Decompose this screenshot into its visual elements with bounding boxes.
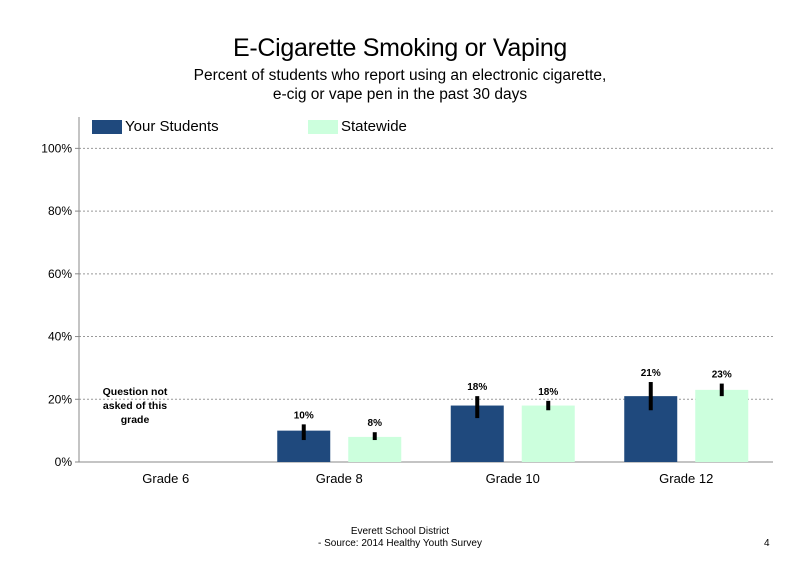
- question-not-asked-note: Question not asked of this grade: [102, 386, 168, 426]
- y-tick-label: 100%: [41, 141, 72, 155]
- legend-swatch-your-students: [92, 119, 122, 134]
- bar-statewide: [521, 405, 575, 462]
- legend-label-statewide: Statewide: [341, 118, 407, 135]
- x-tick-label: Grade 10: [486, 471, 540, 486]
- y-tick-label: 20%: [48, 392, 72, 406]
- x-tick-label: Grade 12: [659, 471, 713, 486]
- data-label: 23%: [712, 370, 732, 381]
- legend-swatch-statewide: [308, 119, 338, 134]
- chart-title: E-Cigarette Smoking or Vaping: [232, 34, 568, 62]
- page-number: 4: [764, 538, 770, 549]
- y-tick-label: 40%: [48, 330, 72, 344]
- footer: Everett School District - Source: 2014 H…: [0, 526, 800, 550]
- bar-statewide: [695, 389, 749, 462]
- data-label: 18%: [467, 382, 487, 393]
- bar-statewide: [348, 436, 402, 462]
- chart-subtitle: Percent of students who report using an …: [193, 67, 607, 103]
- y-tick-label: 0%: [55, 455, 73, 469]
- legend-label-your-students: Your Students: [125, 118, 219, 135]
- footer-source: - Source: 2014 Healthy Youth Survey: [318, 538, 482, 549]
- y-tick-label: 60%: [48, 267, 72, 281]
- data-label: 8%: [368, 418, 383, 429]
- footer-district: Everett School District: [350, 526, 450, 537]
- data-label: 18%: [538, 387, 558, 398]
- legend-your-students: Your Students: [92, 118, 219, 135]
- legend-statewide: Statewide: [308, 118, 407, 135]
- y-tick-label: 80%: [48, 204, 72, 218]
- x-tick-label: Grade 8: [316, 471, 363, 486]
- x-tick-label: Grade 6: [142, 471, 189, 486]
- data-label: 10%: [294, 410, 314, 421]
- data-label: 21%: [641, 368, 661, 379]
